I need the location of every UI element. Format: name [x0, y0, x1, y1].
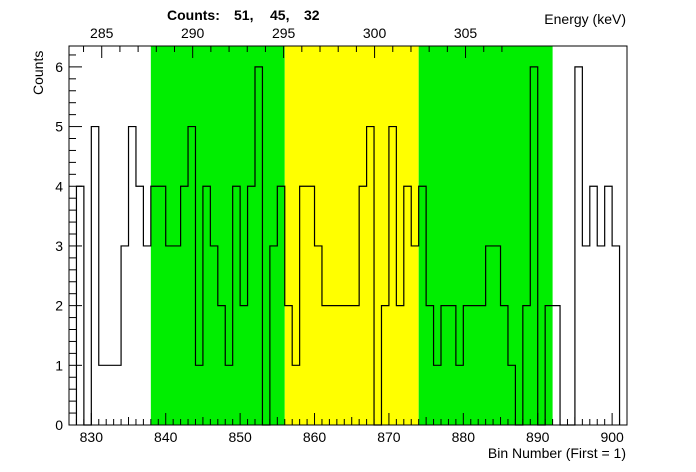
x-axis-bottom: 830 840 850 860 870 880 890 900 [75, 413, 628, 445]
x-axis-top: 285 290 295 300 305 [83, 25, 503, 58]
counts-value-1: 51, [234, 7, 253, 23]
region-band-1 [150, 46, 285, 425]
x-axis-bottom-title: Bin Number (First = 1) [488, 445, 626, 461]
counts-label: Counts: [167, 7, 220, 23]
plot-frame [68, 45, 628, 426]
top-tick-label: 305 [454, 25, 478, 41]
x-tick-label: 890 [526, 429, 550, 445]
x-tick-label: 900 [600, 429, 624, 445]
x-tick-label: 830 [80, 429, 104, 445]
y-tick-label: 2 [55, 298, 63, 314]
x-tick-label: 870 [377, 429, 401, 445]
top-tick-label: 285 [90, 25, 114, 41]
y-tick-label: 1 [55, 357, 63, 373]
x-tick-label: 840 [154, 429, 178, 445]
counts-value-3: 32 [304, 7, 320, 23]
y-axis-title: Counts [30, 51, 46, 95]
plot-border [68, 45, 628, 426]
y-tick-label: 0 [55, 417, 63, 433]
top-tick-label: 295 [272, 25, 296, 41]
y-tick-label: 4 [55, 178, 63, 194]
y-tick-label: 5 [55, 119, 63, 135]
y-tick-label: 6 [55, 59, 63, 75]
histogram-line [75, 66, 621, 426]
top-tick-label: 300 [363, 25, 387, 41]
x-tick-label: 850 [228, 429, 252, 445]
y-axis: 0 1 2 3 4 5 6 [55, 54, 82, 433]
x-axis-top-title: Energy (keV) [544, 11, 626, 27]
counts-value-2: 45, [270, 7, 289, 23]
y-tick-label: 3 [55, 238, 63, 254]
region-band-3 [418, 46, 553, 425]
top-tick-label: 290 [181, 25, 205, 41]
x-tick-label: 880 [452, 429, 476, 445]
histogram-series [75, 66, 621, 426]
region-bands [150, 46, 553, 425]
x-tick-label: 860 [303, 429, 327, 445]
region-band-2 [284, 46, 419, 425]
